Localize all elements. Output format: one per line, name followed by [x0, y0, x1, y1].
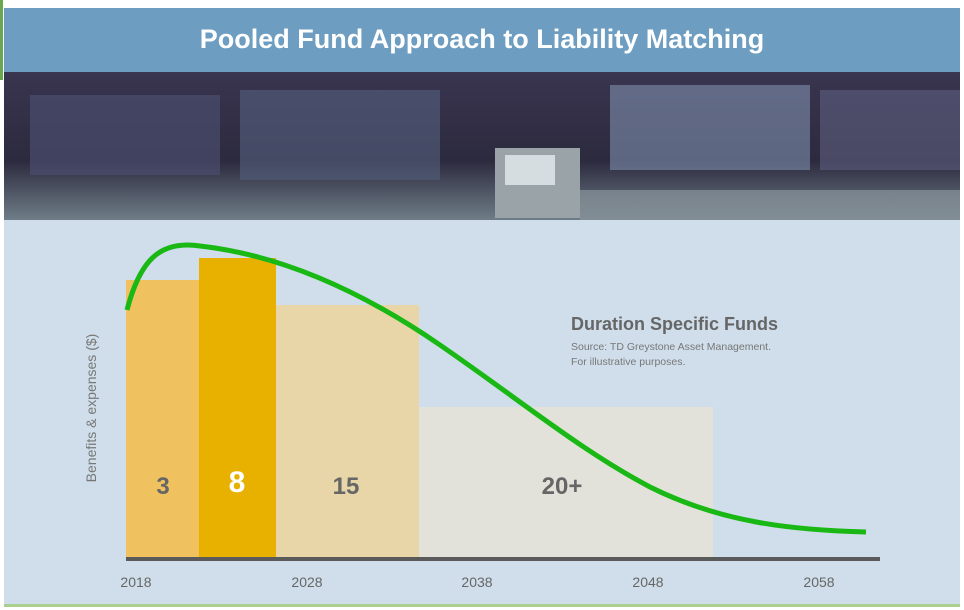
segment-label: 3 [156, 473, 169, 500]
photo-banner [4, 72, 960, 220]
desk [580, 190, 960, 220]
segment [126, 280, 199, 558]
annotation-note: For illustrative purposes. [571, 356, 685, 368]
x-tick-label: 2058 [803, 574, 834, 590]
annotation-title: Duration Specific Funds [571, 314, 778, 334]
segment [199, 258, 276, 558]
monitor [820, 90, 960, 170]
bottom-accent [4, 604, 960, 607]
monitor [240, 90, 440, 180]
x-tick-label: 2018 [120, 574, 151, 590]
segment-label: 15 [333, 473, 360, 500]
phone-screen [505, 155, 555, 185]
segment-label: 8 [229, 466, 246, 499]
segment-label: 20+ [542, 473, 583, 500]
y-axis-label: Benefits & expenses ($) [83, 334, 99, 483]
header-title: Pooled Fund Approach to Liability Matchi… [200, 24, 764, 54]
x-tick-label: 2038 [461, 574, 492, 590]
monitor [610, 85, 810, 170]
infographic: Pooled Fund Approach to Liability Matchi… [0, 0, 964, 610]
monitor [30, 95, 220, 175]
x-tick-label: 2048 [632, 574, 663, 590]
annotation-source: Source: TD Greystone Asset Management. [571, 341, 771, 353]
segment [276, 305, 419, 558]
left-accent [0, 0, 3, 80]
x-tick-label: 2028 [291, 574, 322, 590]
